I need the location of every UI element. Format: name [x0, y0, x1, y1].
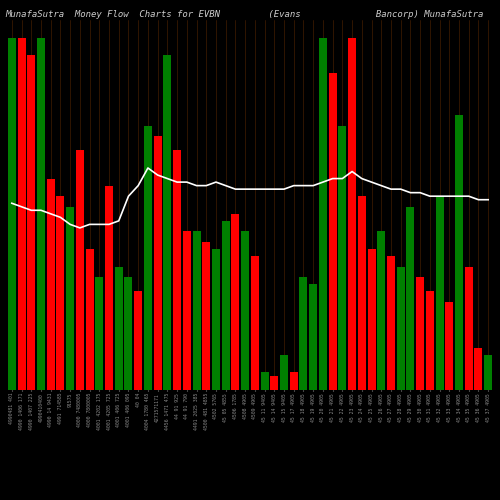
Bar [280, 355, 288, 390]
Bar [18, 38, 25, 390]
Bar [192, 232, 200, 390]
Bar [8, 38, 16, 390]
Bar [270, 376, 278, 390]
Bar [358, 196, 366, 390]
Bar [241, 232, 249, 390]
Bar [378, 232, 385, 390]
Bar [134, 292, 142, 390]
Bar [446, 302, 454, 390]
Bar [183, 232, 191, 390]
Bar [86, 249, 94, 390]
Text: MunafaSutra  Money Flow  Charts for EVBN         (Evans              Bancorp) Mu: MunafaSutra Money Flow Charts for EVBN (… [5, 10, 484, 19]
Bar [465, 266, 472, 390]
Bar [232, 214, 239, 390]
Bar [348, 38, 356, 390]
Bar [202, 242, 210, 390]
Bar [396, 266, 404, 390]
Bar [436, 196, 444, 390]
Bar [474, 348, 482, 390]
Bar [96, 277, 104, 390]
Bar [387, 256, 395, 390]
Bar [290, 372, 298, 390]
Bar [46, 178, 54, 390]
Bar [319, 38, 327, 390]
Bar [105, 186, 113, 390]
Bar [338, 126, 346, 390]
Bar [300, 277, 308, 390]
Bar [154, 136, 162, 390]
Bar [309, 284, 317, 390]
Bar [455, 115, 463, 390]
Bar [426, 292, 434, 390]
Bar [28, 55, 35, 390]
Bar [76, 150, 84, 390]
Bar [368, 249, 376, 390]
Bar [251, 256, 259, 390]
Bar [328, 73, 336, 390]
Bar [222, 221, 230, 390]
Bar [37, 38, 45, 390]
Bar [164, 55, 172, 390]
Bar [124, 277, 132, 390]
Bar [173, 150, 181, 390]
Bar [144, 126, 152, 390]
Bar [66, 207, 74, 390]
Bar [212, 249, 220, 390]
Bar [260, 372, 268, 390]
Bar [484, 355, 492, 390]
Bar [406, 207, 414, 390]
Bar [416, 277, 424, 390]
Bar [115, 266, 122, 390]
Bar [56, 196, 64, 390]
